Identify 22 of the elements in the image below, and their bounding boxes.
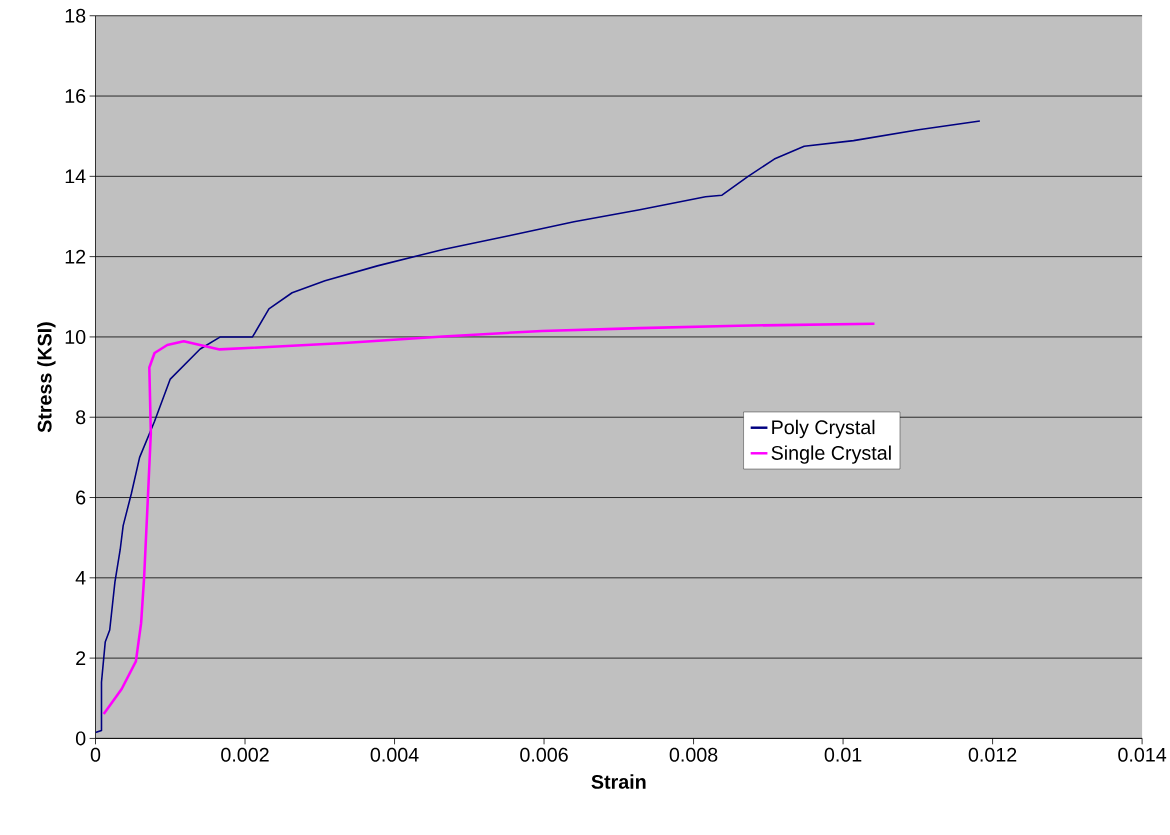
x-tick-label: 0.012 [968, 747, 1017, 762]
y-tick-label: 12 [65, 249, 86, 264]
y-tick-label: 0 [75, 731, 86, 746]
x-tick-label: 0.006 [520, 747, 568, 762]
x-axis-title: Strain [591, 774, 646, 789]
y-axis-title: Stress (KSI) [37, 322, 56, 433]
x-tick-label: 0.008 [669, 747, 718, 762]
x-tick-label: 0.004 [370, 747, 419, 762]
x-tick-label: 0.002 [221, 747, 269, 762]
y-tick-label: 16 [65, 89, 86, 104]
y-tick-label: 10 [65, 330, 86, 344]
y-tick-label: 2 [76, 651, 86, 666]
y-tick-label: 18 [65, 8, 86, 23]
legend-label: Poly Crystal [772, 419, 875, 439]
x-tick-label: 0.014 [1118, 747, 1167, 762]
x-tick-label: 0.01 [824, 747, 862, 762]
legend-label: Single Crystal [771, 445, 891, 464]
y-tick-label: 8 [76, 410, 86, 425]
x-tick-label: 0 [90, 747, 101, 762]
y-tick-label: 4 [75, 571, 86, 585]
y-tick-label: 6 [76, 490, 86, 505]
y-tick-label: 14 [65, 169, 86, 184]
